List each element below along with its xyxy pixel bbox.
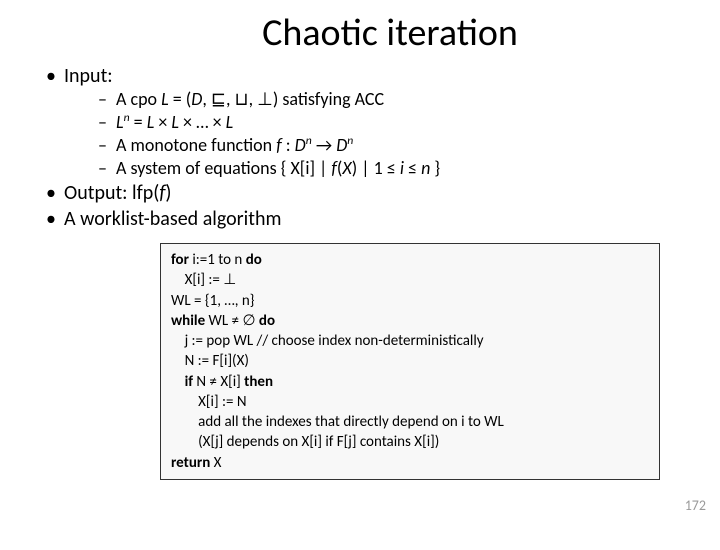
output-bullet: Output: lfp(f)	[40, 181, 680, 205]
page-number: 172	[685, 497, 706, 514]
input-sublist: A cpo L = (D, ⊑, ⊔, ⊥) satisfying ACC Ln…	[64, 88, 680, 179]
input-item: Ln = L × L × … × L	[94, 111, 680, 133]
code-line: add all the indexes that directly depend…	[171, 413, 504, 431]
input-item: A monotone function f : Dn → Dn	[94, 134, 680, 156]
kw-return: return	[171, 454, 210, 472]
slide-body: Input: A cpo L = (D, ⊑, ⊔, ⊥) satisfying…	[0, 64, 720, 480]
code-line: X[i] := ⊥	[171, 271, 236, 289]
kw-do: do	[246, 251, 262, 269]
outer-list: Input: A cpo L = (D, ⊑, ⊔, ⊥) satisfying…	[40, 64, 680, 231]
code-text: i:=1 to n	[189, 251, 246, 269]
slide-title: Chaotic iteration	[60, 10, 720, 56]
code-text: WL ≠ ∅	[205, 312, 259, 330]
code-line: (X[j] depends on X[i] if F[j] contains X…	[171, 433, 439, 451]
code-indent	[171, 373, 185, 391]
input-item: A cpo L = (D, ⊑, ⊔, ⊥) satisfying ACC	[94, 88, 680, 110]
input-item: A system of equations { X[i] | f(X) | 1 …	[94, 157, 680, 179]
code-line: N := F[i](X)	[171, 352, 249, 370]
code-text: N ≠ X[i]	[193, 373, 244, 391]
algorithm-codebox: for i:=1 to n do X[i] := ⊥ WL = {1, …, n…	[160, 243, 660, 480]
kw-for: for	[171, 251, 189, 269]
kw-then: then	[244, 373, 273, 391]
kw-do: do	[259, 312, 275, 330]
input-bullet: Input: A cpo L = (D, ⊑, ⊔, ⊥) satisfying…	[40, 64, 680, 179]
code-line: j := pop WL // choose index non-determin…	[171, 332, 484, 350]
code-line: X[i] := N	[171, 393, 247, 411]
code-text: X	[210, 454, 221, 472]
kw-if: if	[185, 373, 193, 391]
code-line: WL = {1, …, n}	[171, 292, 254, 310]
input-label: Input:	[64, 64, 113, 88]
algo-bullet: A worklist-based algorithm	[40, 207, 680, 231]
kw-while: while	[171, 312, 205, 330]
